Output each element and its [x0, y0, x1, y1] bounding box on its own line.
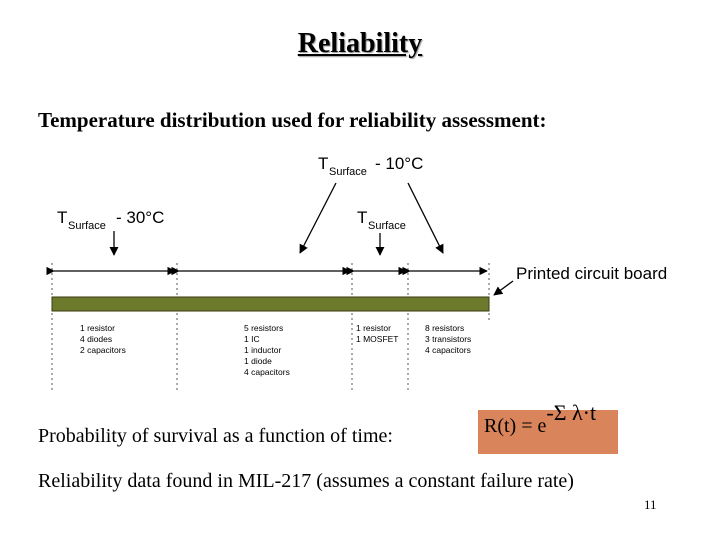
slide-title: Reliability	[297, 28, 423, 59]
svg-text:4 capacitors: 4 capacitors	[425, 345, 471, 355]
slide-subtitle: Temperature distribution used for reliab…	[38, 108, 547, 132]
svg-text:4 diodes: 4 diodes	[80, 334, 112, 344]
svg-text:1 IC: 1 IC	[244, 334, 260, 344]
arrow-top-right	[407, 182, 444, 254]
label-top-rest: - 10°C	[375, 154, 423, 173]
label-top-t: T	[318, 154, 328, 173]
survival-text: Probability of survival as a function of…	[38, 425, 393, 447]
svg-text:1 resistor: 1 resistor	[80, 323, 115, 333]
formula-exponent: -Σ λ·t	[546, 400, 597, 425]
arrow-top-left	[299, 182, 337, 254]
component-list-3: 1 resistor 1 MOSFET	[356, 323, 399, 344]
label-left-t: T	[57, 208, 67, 227]
label-top-sub: Surface	[329, 166, 367, 178]
svg-text:1 resistor: 1 resistor	[356, 323, 391, 333]
zone-separators	[51, 263, 490, 390]
reliability-formula: R(t) = e-Σ λ·t	[478, 400, 618, 454]
mil-text: Reliability data found in MIL-217 (assum…	[38, 470, 574, 492]
svg-text:3 transistors: 3 transistors	[425, 334, 471, 344]
svg-text:5 resistors: 5 resistors	[244, 323, 283, 333]
pcb-board	[51, 296, 490, 312]
svg-text:1 diode: 1 diode	[244, 356, 272, 366]
temperature-distribution-diagram: T Surface - 10°C T Surface - 30°C T Surf…	[46, 154, 667, 390]
formula-lhs: R(t) = e	[484, 415, 547, 437]
svg-text:2 capacitors: 2 capacitors	[80, 345, 126, 355]
svg-text:1 inductor: 1 inductor	[244, 345, 281, 355]
pcb-label: Printed circuit board	[516, 264, 667, 283]
pcb-arrow	[493, 280, 514, 296]
label-mid-t: T	[357, 208, 367, 227]
label-left-sub: Surface	[68, 220, 106, 232]
page-number: 11	[644, 497, 657, 512]
component-list-2: 5 resistors 1 IC 1 inductor 1 diode 4 ca…	[244, 323, 290, 377]
label-mid-sub: Surface	[368, 220, 406, 232]
label-left-rest: - 30°C	[116, 208, 164, 227]
svg-text:1 MOSFET: 1 MOSFET	[356, 334, 399, 344]
component-list-1: 1 resistor 4 diodes 2 capacitors	[80, 323, 126, 355]
component-list-4: 8 resistors 3 transistors 4 capacitors	[425, 323, 471, 355]
svg-text:8 resistors: 8 resistors	[425, 323, 464, 333]
svg-text:4 capacitors: 4 capacitors	[244, 367, 290, 377]
